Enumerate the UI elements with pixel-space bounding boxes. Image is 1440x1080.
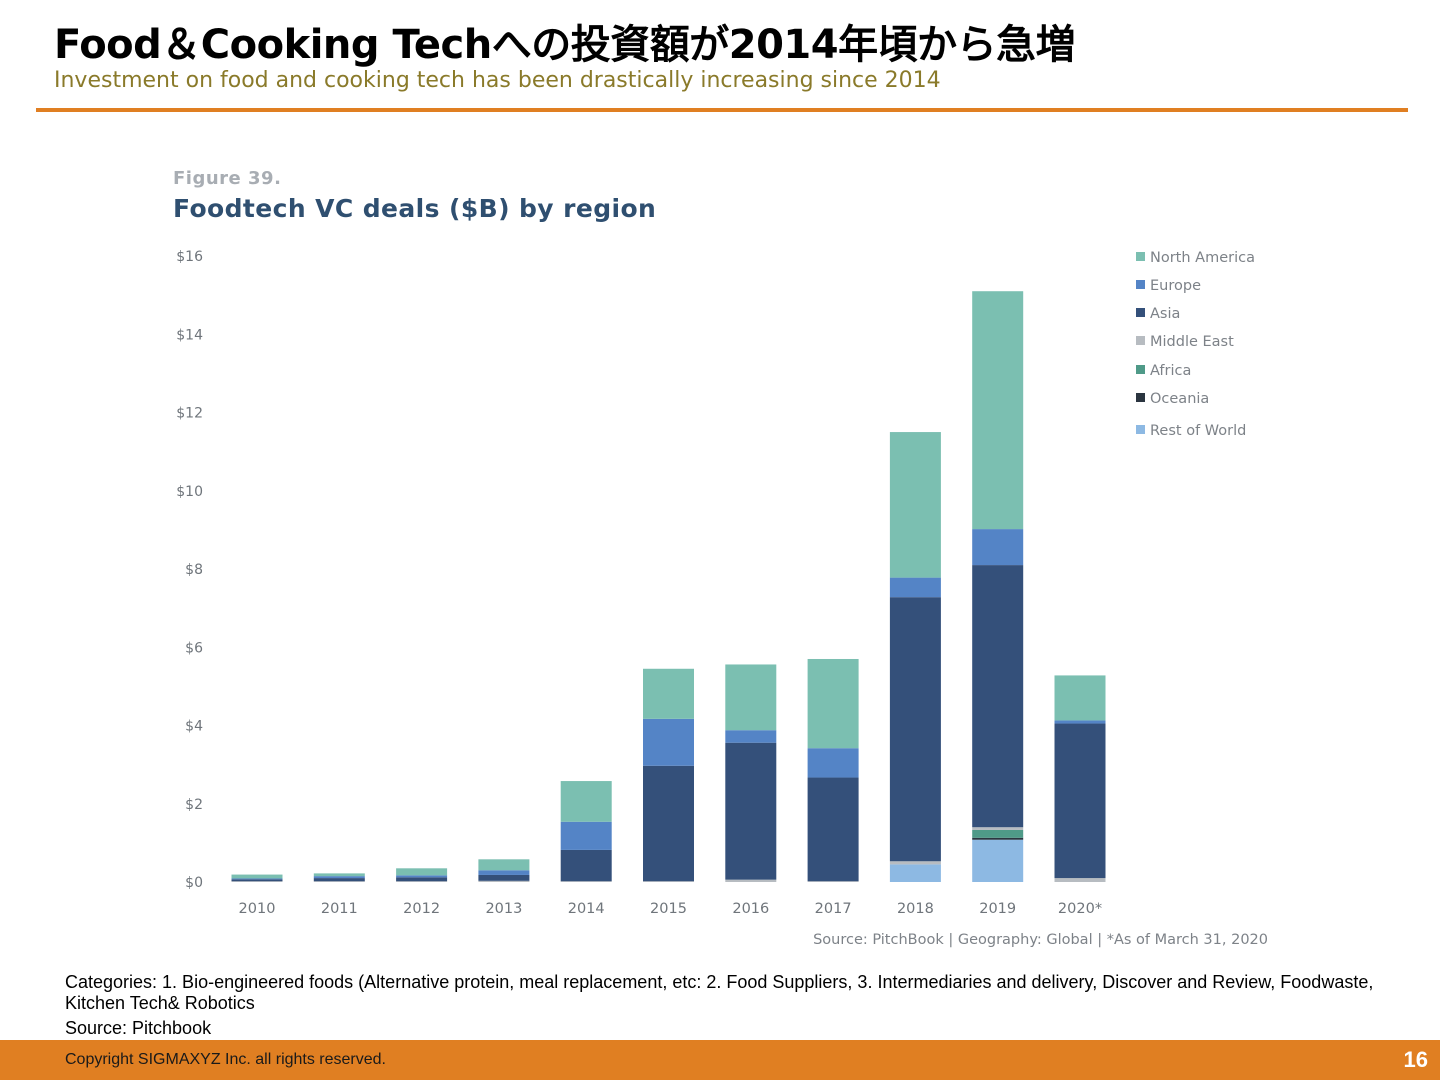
bar-segment [1054, 720, 1106, 724]
figure-label: Figure 39. [173, 168, 282, 189]
source-note: Source: Pitchbook [65, 1018, 212, 1038]
y-tick-label: $10 [176, 484, 203, 500]
bar-segment [478, 874, 530, 881]
y-tick-label: $14 [176, 327, 203, 343]
legend-swatch [1136, 336, 1145, 345]
bar-segment [478, 870, 530, 875]
bar-segment [889, 861, 941, 865]
y-tick-label: $0 [185, 875, 203, 891]
x-tick-label: 2014 [568, 901, 605, 917]
bar-segment [643, 881, 694, 882]
legend-label: Oceania [1150, 391, 1209, 407]
bar-segment [313, 876, 365, 879]
x-tick-label: 2011 [321, 901, 358, 917]
bar-segment [807, 658, 859, 749]
legend-swatch [1136, 252, 1145, 261]
bars [231, 291, 1106, 882]
x-tick-label: 2012 [403, 901, 440, 917]
bar-segment [478, 859, 530, 871]
bar-segment [396, 881, 448, 882]
legend-label: Africa [1150, 363, 1191, 379]
figure-title: Foodtech VC deals ($B) by region [173, 194, 657, 223]
bar-segment [972, 565, 1024, 828]
title-divider [36, 108, 1408, 112]
bar-segment [313, 881, 365, 882]
bar-segment [231, 878, 283, 880]
bar-segment [889, 597, 941, 862]
y-tick-label: $2 [185, 797, 203, 813]
y-tick-label: $8 [185, 562, 203, 578]
bar-segment [643, 668, 694, 719]
x-tick-label: 2020* [1058, 901, 1102, 917]
bar-segment [725, 742, 777, 880]
bar-segment [807, 777, 859, 882]
bar-segment [972, 291, 1024, 530]
y-axis: $0 $2 $4 $6 $8 $10 $12 $14 $16 [176, 249, 203, 891]
legend-swatch [1136, 365, 1145, 374]
bar-segment [725, 730, 777, 743]
bar-segment [972, 837, 1024, 840]
categories-note: Categories: 1. Bio-engineered foods (Alt… [65, 972, 1374, 1013]
bar-segment [807, 748, 859, 778]
bar-segment [889, 432, 941, 578]
x-tick-label: 2010 [239, 901, 276, 917]
bar-segment [313, 873, 365, 877]
bar-segment [560, 781, 612, 822]
bar-segment [972, 827, 1024, 830]
bar-segment [231, 879, 283, 882]
bar-segment [396, 875, 448, 878]
legend-swatch [1136, 308, 1145, 317]
legend: North America Europe Asia Middle East Africa… [1136, 250, 1255, 439]
bar-segment [643, 718, 694, 766]
x-axis: 2010 2011 2012 2013 2014 2015 2016 2017 2018 2019… [239, 901, 1103, 917]
x-tick-label: 2017 [815, 901, 852, 917]
bar-segment [725, 664, 777, 731]
bar-segment [1054, 878, 1106, 882]
x-tick-label: 2016 [732, 901, 769, 917]
legend-swatch [1136, 280, 1145, 289]
bar-segment [725, 879, 777, 882]
bar-segment [889, 864, 941, 882]
copyright: Copyright SIGMAXYZ Inc. all rights reser… [65, 1051, 386, 1068]
bar-segment [1054, 723, 1106, 879]
legend-swatch [1136, 393, 1145, 402]
bar-segment [396, 868, 448, 876]
bar-segment [643, 765, 694, 882]
legend-label: Middle East [1150, 334, 1234, 350]
bar-segment [231, 874, 283, 879]
x-tick-label: 2015 [650, 901, 687, 917]
legend-label: North America [1150, 250, 1255, 266]
bar-segment [560, 881, 612, 882]
bar-segment [807, 881, 859, 882]
legend-label: Europe [1150, 278, 1201, 294]
bar-segment [1054, 675, 1106, 721]
x-tick-label: 2013 [485, 901, 522, 917]
bar-segment [396, 877, 448, 882]
chart-source-note: Source: PitchBook | Geography: Global | … [813, 932, 1268, 948]
bar-segment [889, 577, 941, 598]
foodtech-vc-deals-chart: $0$2$4$6$8$10$12$14$16 2010 2011 2012 2013 2… [176, 249, 1268, 948]
bar-segment [231, 881, 283, 882]
y-tick-label: $4 [185, 719, 203, 735]
legend-label: Rest of World [1150, 423, 1246, 439]
x-tick-label: 2018 [897, 901, 934, 917]
slide-title: Food＆Cooking Techへの投資額が2014年頃から急増 [54, 22, 1076, 68]
legend-swatch [1136, 425, 1145, 434]
legend-label: Asia [1150, 306, 1180, 322]
bar-segment [313, 878, 365, 882]
slide-subtitle: Investment on food and cooking tech has … [54, 68, 941, 93]
y-tick-label: $6 [185, 640, 203, 656]
page-number: 16 [1403, 1047, 1428, 1072]
bar-segment [478, 880, 530, 882]
bar-segment [972, 829, 1024, 838]
bar-segment [972, 529, 1024, 566]
bar-segment [560, 821, 612, 850]
bar-segment [972, 839, 1024, 882]
bar-segment [560, 849, 612, 882]
footer-bar: Copyright SIGMAXYZ Inc. all rights reser… [0, 1040, 1440, 1080]
x-tick-label: 2019 [979, 901, 1016, 917]
y-tick-label: $16 [176, 249, 203, 265]
y-tick-label: $12 [176, 406, 203, 422]
